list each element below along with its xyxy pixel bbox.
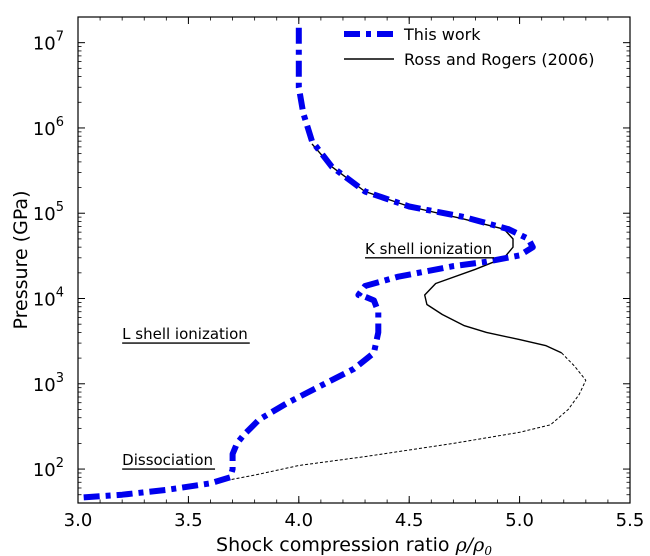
y-tick-label-base: 10 xyxy=(33,460,56,481)
x-tick-label-5: 5.5 xyxy=(616,510,645,531)
x-tick-label-2: 4.0 xyxy=(284,510,313,531)
y-tick-label-4: 106 xyxy=(33,115,64,140)
y-tick-label-base: 10 xyxy=(33,34,56,55)
series-line-2 xyxy=(230,352,587,481)
y-tick-label-exponent: 5 xyxy=(56,200,64,215)
y-tick-label-base: 10 xyxy=(33,290,56,311)
y-tick-label-exponent: 3 xyxy=(56,371,64,386)
x-axis-label: Shock compression ratio ρ/ρ0 xyxy=(216,534,492,556)
legend-label-ross-rogers: Ross and Rogers (2006) xyxy=(404,50,595,69)
x-tick-label-4: 5.0 xyxy=(505,510,534,531)
series-layer xyxy=(77,27,587,501)
y-tick-label-5: 107 xyxy=(33,30,64,55)
x-axis-label-subscript: 0 xyxy=(484,544,492,556)
y-tick-label-3: 105 xyxy=(33,200,64,225)
x-axis-label-text: Shock compression ratio xyxy=(216,534,450,556)
y-tick-label-0: 102 xyxy=(33,456,64,481)
legend-label-this-work: This work xyxy=(403,25,481,44)
series-line-0 xyxy=(77,27,536,501)
y-tick-label-base: 10 xyxy=(33,204,56,225)
y-tick-label-base: 10 xyxy=(33,375,56,396)
plot-frame xyxy=(77,16,631,504)
y-axis-label: Pressure (GPa) xyxy=(10,191,32,330)
legend: This work Ross and Rogers (2006) xyxy=(344,25,595,69)
x-tick-label-3: 4.5 xyxy=(395,510,424,531)
y-tick-label-exponent: 2 xyxy=(56,456,64,471)
y-tick-label-2: 104 xyxy=(33,286,64,311)
y-tick-label-1: 103 xyxy=(33,371,64,396)
annotations-layer: Dissociation L shell ionization K shell io… xyxy=(122,240,495,470)
y-tick-label-exponent: 7 xyxy=(56,30,64,45)
x-tick-label-1: 3.5 xyxy=(174,510,203,531)
y-tick-label-base: 10 xyxy=(33,119,56,140)
annotation-2: K shell ionization xyxy=(365,240,492,258)
y-tick-label-exponent: 6 xyxy=(56,115,64,130)
x-axis-label-math: ρ/ρ xyxy=(455,534,486,556)
x-tick-label-0: 3.0 xyxy=(64,510,93,531)
annotation-0: Dissociation xyxy=(122,451,213,469)
annotation-1: L shell ionization xyxy=(122,325,248,343)
y-tick-label-exponent: 4 xyxy=(56,286,64,301)
